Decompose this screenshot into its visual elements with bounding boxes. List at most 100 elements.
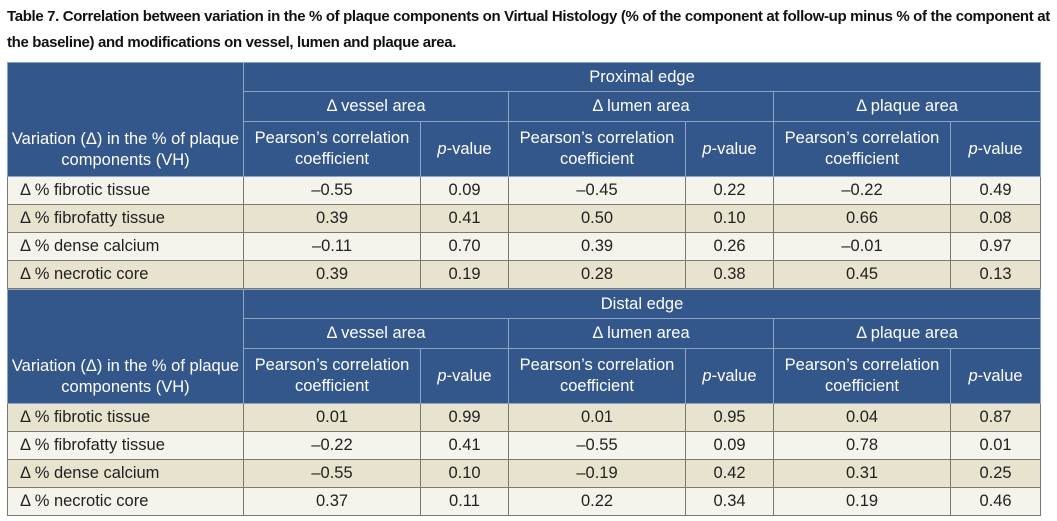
p-value-cell: 0.26 <box>685 232 774 261</box>
p-suffix: -value <box>977 139 1023 158</box>
p-value-header: p-value <box>420 348 509 404</box>
coef-header: Pearson’s correlation coefficient <box>508 121 686 177</box>
p-value-header: p-value <box>685 121 774 177</box>
p-suffix: -value <box>446 139 492 158</box>
p-value-header: p-value <box>420 121 509 177</box>
row-label: Δ % fibrotic tissue <box>7 176 244 205</box>
coef-cell: 0.19 <box>773 487 951 516</box>
proximal-edge-table: Variation (Δ) in the % of plaque compone… <box>7 62 1042 289</box>
coef-cell: 0.22 <box>508 487 686 516</box>
coef-cell: –0.11 <box>243 232 421 261</box>
row-label: Δ % fibrofatty tissue <box>7 431 244 460</box>
table-row: Δ % fibrofatty tissue –0.22 0.41 –0.55 0.09 0… <box>7 431 1042 460</box>
p-italic: p <box>968 366 978 385</box>
table-row: Δ % necrotic core 0.39 0.19 0.28 0.38 0.45 0.1… <box>7 260 1042 289</box>
coef-header: Pearson’s correlation coefficient <box>243 121 421 177</box>
p-value-cell: 0.46 <box>949 487 1042 516</box>
row-header: Variation (Δ) in the % of plaque compone… <box>7 62 244 177</box>
table-row: Δ % fibrotic tissue 0.01 0.99 0.01 0.95 0.04 0… <box>7 403 1042 432</box>
coef-cell: –0.45 <box>508 176 686 205</box>
p-value-cell: 0.38 <box>685 260 774 289</box>
p-value-cell: 0.70 <box>420 232 509 261</box>
p-value-cell: 0.22 <box>685 176 774 205</box>
p-value-cell: 0.42 <box>685 459 774 488</box>
coef-cell: 0.66 <box>773 204 951 233</box>
edge-header: Distal edge <box>242 289 1042 319</box>
p-value-cell: 0.34 <box>685 487 774 516</box>
group-header: Δ lumen area <box>508 91 774 122</box>
coef-header: Pearson’s correlation coefficient <box>773 121 951 177</box>
p-value-cell: 0.01 <box>949 431 1042 460</box>
table-caption: Table 7. Correlation between variation i… <box>7 8 1050 51</box>
p-value-cell: 0.10 <box>685 204 774 233</box>
p-value-cell: 0.10 <box>420 459 509 488</box>
p-value-cell: 0.95 <box>685 403 774 432</box>
p-value-cell: 0.99 <box>420 403 509 432</box>
row-header: Variation (Δ) in the % of plaque compone… <box>7 289 244 404</box>
row-label: Δ % necrotic core <box>7 487 244 516</box>
p-value-cell: 0.08 <box>949 204 1042 233</box>
p-value-header: p-value <box>949 121 1042 177</box>
p-italic: p <box>437 139 447 158</box>
coef-cell: 0.45 <box>773 260 951 289</box>
coef-cell: 0.31 <box>773 459 951 488</box>
p-value-cell: 0.87 <box>949 403 1042 432</box>
coef-cell: –0.22 <box>773 176 951 205</box>
row-label: Δ % fibrotic tissue <box>7 403 244 432</box>
coef-cell: –0.22 <box>243 431 421 460</box>
row-label: Δ % dense calcium <box>7 459 244 488</box>
group-header: Δ vessel area <box>243 91 509 122</box>
coef-cell: –0.01 <box>773 232 951 261</box>
table-row: Δ % dense calcium –0.11 0.70 0.39 0.26 –0.01 0… <box>7 232 1042 261</box>
group-header-row: Δ vessel area Δ lumen area Δ plaque area <box>8 91 1042 122</box>
p-value-cell: 0.41 <box>420 431 509 460</box>
coef-cell: 0.39 <box>508 232 686 261</box>
coef-cell: 0.01 <box>508 403 686 432</box>
edge-header-row: Variation (Δ) in the % of plaque compone… <box>7 62 1042 177</box>
sub-header-row: Pearson’s correlation coefficient p-value… <box>8 121 1042 177</box>
p-value-header: p-value <box>949 348 1042 404</box>
p-value-cell: 0.19 <box>420 260 509 289</box>
p-suffix: -value <box>977 366 1023 385</box>
coef-cell: –0.55 <box>243 459 421 488</box>
edge-header-row: Variation (Δ) in the % of plaque compone… <box>7 289 1042 404</box>
coef-header: Pearson’s correlation coefficient <box>508 348 686 404</box>
coef-cell: 0.37 <box>243 487 421 516</box>
p-italic: p <box>968 139 978 158</box>
p-italic: p <box>702 139 712 158</box>
p-value-cell: 0.25 <box>949 459 1042 488</box>
p-italic: p <box>437 366 447 385</box>
p-suffix: -value <box>711 139 757 158</box>
p-suffix: -value <box>446 366 492 385</box>
group-header: Δ vessel area <box>243 318 509 349</box>
p-value-cell: 0.97 <box>949 232 1042 261</box>
coef-cell: –0.55 <box>243 176 421 205</box>
coef-cell: 0.04 <box>773 403 951 432</box>
row-label: Δ % fibrofatty tissue <box>7 204 244 233</box>
row-label: Δ % necrotic core <box>7 260 244 289</box>
coef-cell: –0.19 <box>508 459 686 488</box>
table-row: Δ % fibrofatty tissue 0.39 0.41 0.50 0.10 0.6… <box>7 204 1042 233</box>
row-label: Δ % dense calcium <box>7 232 244 261</box>
group-header: Δ lumen area <box>508 318 774 349</box>
coef-header: Pearson’s correlation coefficient <box>773 348 951 404</box>
distal-edge-table: Variation (Δ) in the % of plaque compone… <box>7 289 1042 516</box>
coef-cell: 0.39 <box>243 204 421 233</box>
p-suffix: -value <box>711 366 757 385</box>
group-header-row: Δ vessel area Δ lumen area Δ plaque area <box>8 318 1042 349</box>
group-header: Δ plaque area <box>772 318 1042 349</box>
p-value-cell: 0.09 <box>685 431 774 460</box>
coef-header: Pearson’s correlation coefficient <box>243 348 421 404</box>
coef-cell: –0.55 <box>508 431 686 460</box>
coef-cell: 0.50 <box>508 204 686 233</box>
table-row: Δ % necrotic core 0.37 0.11 0.22 0.34 0.19 0.4… <box>7 487 1042 516</box>
coef-cell: 0.78 <box>773 431 951 460</box>
p-value-header: p-value <box>685 348 774 404</box>
table-row: Δ % dense calcium –0.55 0.10 –0.19 0.42 0.31 0… <box>7 459 1042 488</box>
coef-cell: 0.28 <box>508 260 686 289</box>
coef-cell: 0.01 <box>243 403 421 432</box>
p-value-cell: 0.49 <box>949 176 1042 205</box>
table-row: Δ % fibrotic tissue –0.55 0.09 –0.45 0.22 –0.… <box>7 176 1042 205</box>
p-value-cell: 0.41 <box>420 204 509 233</box>
group-header: Δ plaque area <box>772 91 1042 122</box>
